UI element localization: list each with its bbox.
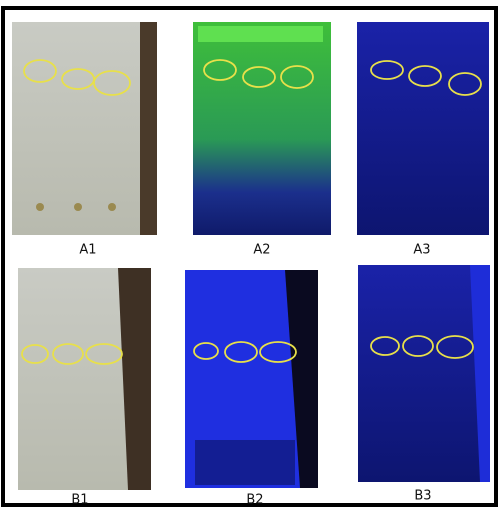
plate-b2 — [185, 270, 318, 488]
plate-a1 — [12, 22, 157, 235]
panel-label: B2 — [246, 493, 263, 508]
plate-b3 — [358, 265, 490, 482]
panel-label: B1 — [71, 493, 88, 508]
figure: A1 A2 A3 B1 B2 B3 — [0, 0, 499, 508]
plate-b1 — [18, 268, 151, 490]
panel-label: B3 — [414, 489, 431, 504]
panel-label: A2 — [253, 243, 270, 258]
plate-a3 — [357, 22, 489, 235]
panel-label: A1 — [79, 243, 96, 258]
panel-label: A3 — [413, 243, 430, 258]
plate-a2 — [193, 22, 331, 235]
